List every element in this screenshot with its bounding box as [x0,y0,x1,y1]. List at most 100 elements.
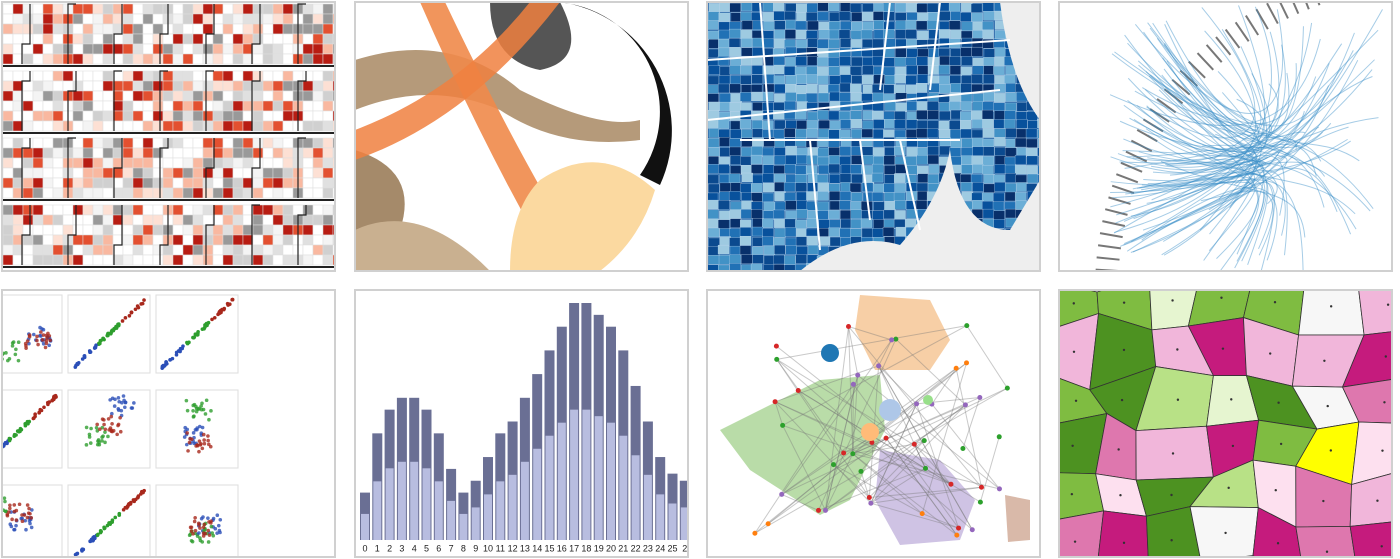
link [895,338,966,406]
cell [202,120,214,132]
chord-thumbnail[interactable] [355,2,688,271]
point [116,423,120,428]
cell [52,234,64,246]
county [785,19,797,30]
cell [232,33,244,45]
frame [354,1,689,272]
link [818,338,897,511]
county [982,101,994,111]
point [201,432,206,437]
edge [1110,117,1379,208]
label-stub [1163,88,1184,105]
cell [252,70,264,82]
voronoi-thumbnail[interactable] [1034,271,1400,559]
cell [262,224,274,236]
node [779,491,785,497]
cell [72,204,84,216]
county [718,264,730,271]
county [773,56,785,66]
link [860,403,917,472]
point [42,405,46,410]
county [730,129,742,139]
cell [252,80,264,92]
county [741,20,754,30]
calendar-thumbnail[interactable] [2,2,343,271]
cell [192,244,204,256]
cell [302,147,314,159]
county [906,48,919,58]
cell [252,157,264,169]
site [1119,494,1122,497]
cell [22,234,34,246]
cell [42,157,54,169]
month-outline [159,205,169,265]
cell [202,53,214,65]
cell [252,23,264,35]
scatter-matrix-thumbnail[interactable] [0,290,335,559]
cell [132,23,144,35]
cell [272,177,284,189]
state-border [899,139,921,231]
month-outline [21,71,31,131]
county [806,83,818,94]
point [103,430,107,434]
county [851,173,863,184]
cell [202,70,214,82]
county [1026,138,1038,149]
county [817,182,829,192]
county [719,236,731,246]
county [938,64,950,75]
month-outline [21,205,31,265]
point [133,497,138,502]
cell [72,33,84,45]
county [740,65,752,75]
cell [142,23,154,35]
cell [122,120,134,132]
cell [2,177,14,189]
cell [52,70,64,82]
month-outline [251,138,261,198]
county [739,227,752,237]
choropleth-thumbnail[interactable] [707,2,1050,274]
cell [272,254,284,266]
point [212,316,217,320]
cell [312,70,324,82]
county [884,201,896,211]
edge-bundling-thumbnail[interactable] [1059,0,1400,271]
month-outline [67,137,76,198]
histogram-thumbnail[interactable]: 0 1 2 3 4 5 6 7 8 9 10 11 12 13 14 15 16 17 18 19 20 21 22 23 24… [355,290,690,557]
point [191,532,195,536]
edge [1133,172,1255,261]
cell [22,80,34,92]
county [773,64,786,75]
county [894,57,906,67]
node [831,462,837,468]
county [850,209,862,219]
link [774,401,926,469]
cell [192,204,204,216]
county [817,210,829,220]
cell [142,167,154,179]
cell [272,204,284,216]
cell [282,90,294,102]
bar-shade [422,468,431,540]
cell [312,244,324,256]
county [708,119,720,129]
point [195,443,200,448]
network-thumbnail[interactable] [707,290,1040,557]
point [95,533,100,538]
point [113,515,118,520]
cell [172,23,184,35]
cell [92,80,104,92]
cell [102,187,114,199]
point [195,534,200,538]
county [862,155,874,165]
edge [1141,140,1351,191]
county [719,210,731,220]
county [828,155,841,165]
cell [172,234,184,246]
state-border [707,39,1011,61]
cell [82,110,94,122]
cell [272,137,284,149]
cell [52,187,64,199]
